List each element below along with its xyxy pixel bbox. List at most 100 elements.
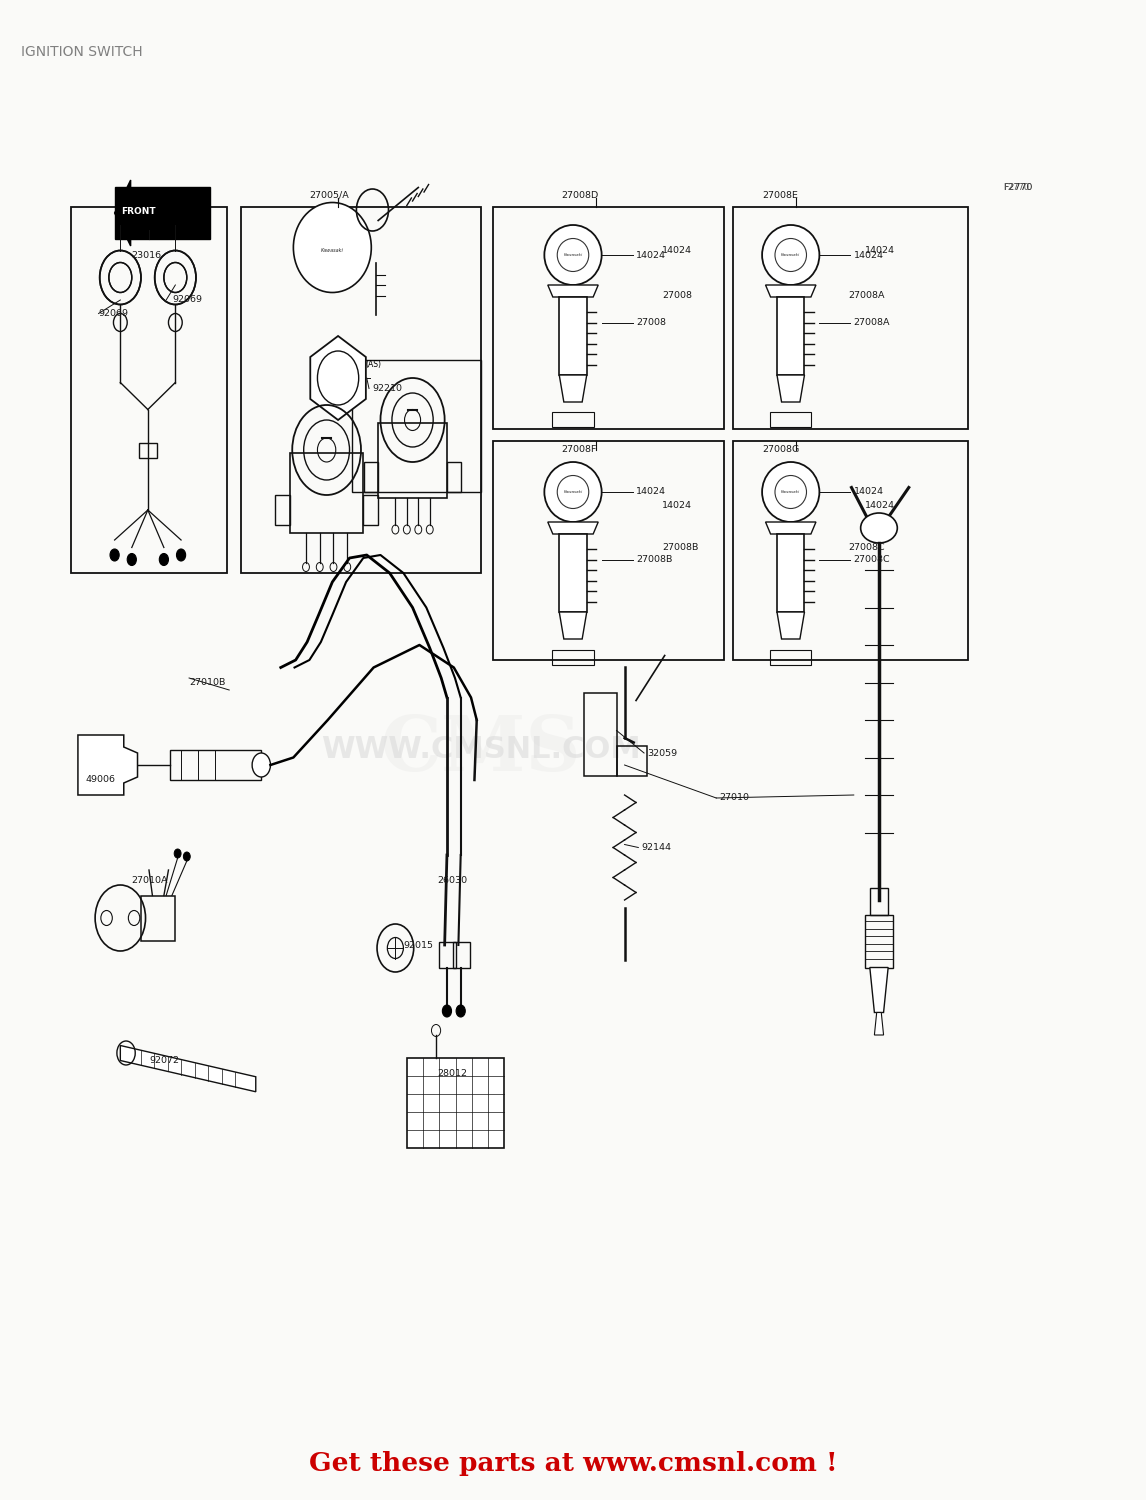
Polygon shape: [78, 735, 138, 795]
Bar: [407, 1058, 504, 1148]
Text: 27008A: 27008A: [854, 318, 890, 327]
Text: 27010: 27010: [720, 794, 749, 802]
Polygon shape: [115, 180, 131, 246]
Polygon shape: [548, 285, 598, 297]
Ellipse shape: [762, 225, 819, 285]
Text: 14024: 14024: [636, 251, 666, 260]
Circle shape: [127, 554, 136, 566]
Bar: [352, 360, 481, 492]
Ellipse shape: [775, 476, 807, 508]
Text: 27008: 27008: [662, 291, 692, 300]
Ellipse shape: [557, 476, 589, 508]
Polygon shape: [548, 522, 598, 534]
Text: 92210: 92210: [372, 384, 402, 393]
Bar: [617, 746, 647, 776]
Bar: [447, 462, 461, 492]
Text: CMS: CMS: [380, 712, 582, 788]
Text: 27008C: 27008C: [848, 543, 885, 552]
Circle shape: [252, 753, 270, 777]
Text: IGNITION SWITCH: IGNITION SWITCH: [21, 45, 142, 60]
Text: (AS): (AS): [366, 360, 382, 369]
Text: 27008C: 27008C: [854, 555, 890, 564]
Text: 27010A: 27010A: [132, 876, 168, 885]
Text: 14024: 14024: [854, 488, 884, 496]
Text: 14024: 14024: [865, 246, 895, 255]
Text: 28012: 28012: [438, 1070, 468, 1078]
Bar: [870, 888, 888, 915]
Polygon shape: [559, 612, 587, 639]
Bar: [364, 462, 378, 492]
Text: 27008: 27008: [636, 318, 666, 327]
Text: 27008A: 27008A: [848, 291, 885, 300]
Polygon shape: [874, 1013, 884, 1035]
Polygon shape: [766, 285, 816, 297]
Text: Kawasaki: Kawasaki: [564, 254, 582, 257]
Text: Get these parts at www.cmsnl.com !: Get these parts at www.cmsnl.com !: [308, 1452, 838, 1476]
Bar: [453, 942, 470, 968]
Circle shape: [174, 849, 181, 858]
Bar: [552, 650, 594, 664]
Ellipse shape: [775, 238, 807, 272]
Ellipse shape: [861, 513, 897, 543]
Text: F2770: F2770: [1003, 183, 1029, 192]
Polygon shape: [120, 1046, 256, 1092]
Text: FRONT: FRONT: [121, 207, 156, 216]
Bar: [733, 441, 968, 660]
Bar: [275, 495, 290, 525]
Bar: [493, 207, 724, 429]
Bar: [115, 188, 210, 238]
Text: 27010B: 27010B: [189, 678, 226, 687]
Text: 49006: 49006: [86, 776, 116, 784]
Text: Kawasaki: Kawasaki: [321, 248, 344, 254]
Circle shape: [159, 554, 168, 566]
Text: 27005/A: 27005/A: [309, 190, 350, 200]
Bar: [170, 750, 261, 780]
Circle shape: [183, 852, 190, 861]
Text: 27008D: 27008D: [562, 190, 599, 200]
Bar: [493, 441, 724, 660]
Text: 27008E: 27008E: [762, 190, 798, 200]
Polygon shape: [777, 612, 804, 639]
Bar: [241, 207, 481, 573]
Bar: [770, 413, 811, 428]
Polygon shape: [559, 375, 587, 402]
Bar: [584, 693, 617, 776]
Text: 92015: 92015: [403, 940, 433, 950]
Bar: [439, 942, 456, 968]
Text: WWW.CMSNL.COM: WWW.CMSNL.COM: [321, 735, 642, 765]
Ellipse shape: [762, 462, 819, 522]
Bar: [865, 915, 893, 968]
Text: 14024: 14024: [636, 488, 666, 496]
Text: 27008B: 27008B: [662, 543, 699, 552]
Bar: [552, 413, 594, 428]
Text: 27008G: 27008G: [762, 446, 800, 454]
Text: 27008F: 27008F: [562, 446, 597, 454]
Bar: [378, 423, 447, 498]
Polygon shape: [870, 968, 888, 1012]
Text: 23016: 23016: [132, 251, 162, 260]
Bar: [559, 297, 587, 375]
Circle shape: [176, 549, 186, 561]
Bar: [363, 495, 378, 525]
Ellipse shape: [557, 238, 589, 272]
Bar: [71, 207, 227, 573]
Polygon shape: [766, 522, 816, 534]
Text: 92069: 92069: [172, 296, 202, 304]
Text: Kawasaki: Kawasaki: [782, 254, 800, 257]
Text: 92144: 92144: [642, 843, 672, 852]
Ellipse shape: [544, 225, 602, 285]
Text: 14024: 14024: [662, 246, 692, 255]
Bar: [141, 896, 175, 940]
Bar: [770, 650, 811, 664]
Bar: [139, 442, 157, 458]
Circle shape: [456, 1005, 465, 1017]
Text: Kawasaki: Kawasaki: [782, 490, 800, 494]
Text: 92069: 92069: [99, 309, 128, 318]
Polygon shape: [777, 375, 804, 402]
Text: Kawasaki: Kawasaki: [564, 490, 582, 494]
Text: F2770: F2770: [1003, 183, 1033, 192]
Bar: [777, 534, 804, 612]
Bar: [290, 453, 363, 532]
Text: 27008B: 27008B: [636, 555, 673, 564]
Bar: [559, 534, 587, 612]
